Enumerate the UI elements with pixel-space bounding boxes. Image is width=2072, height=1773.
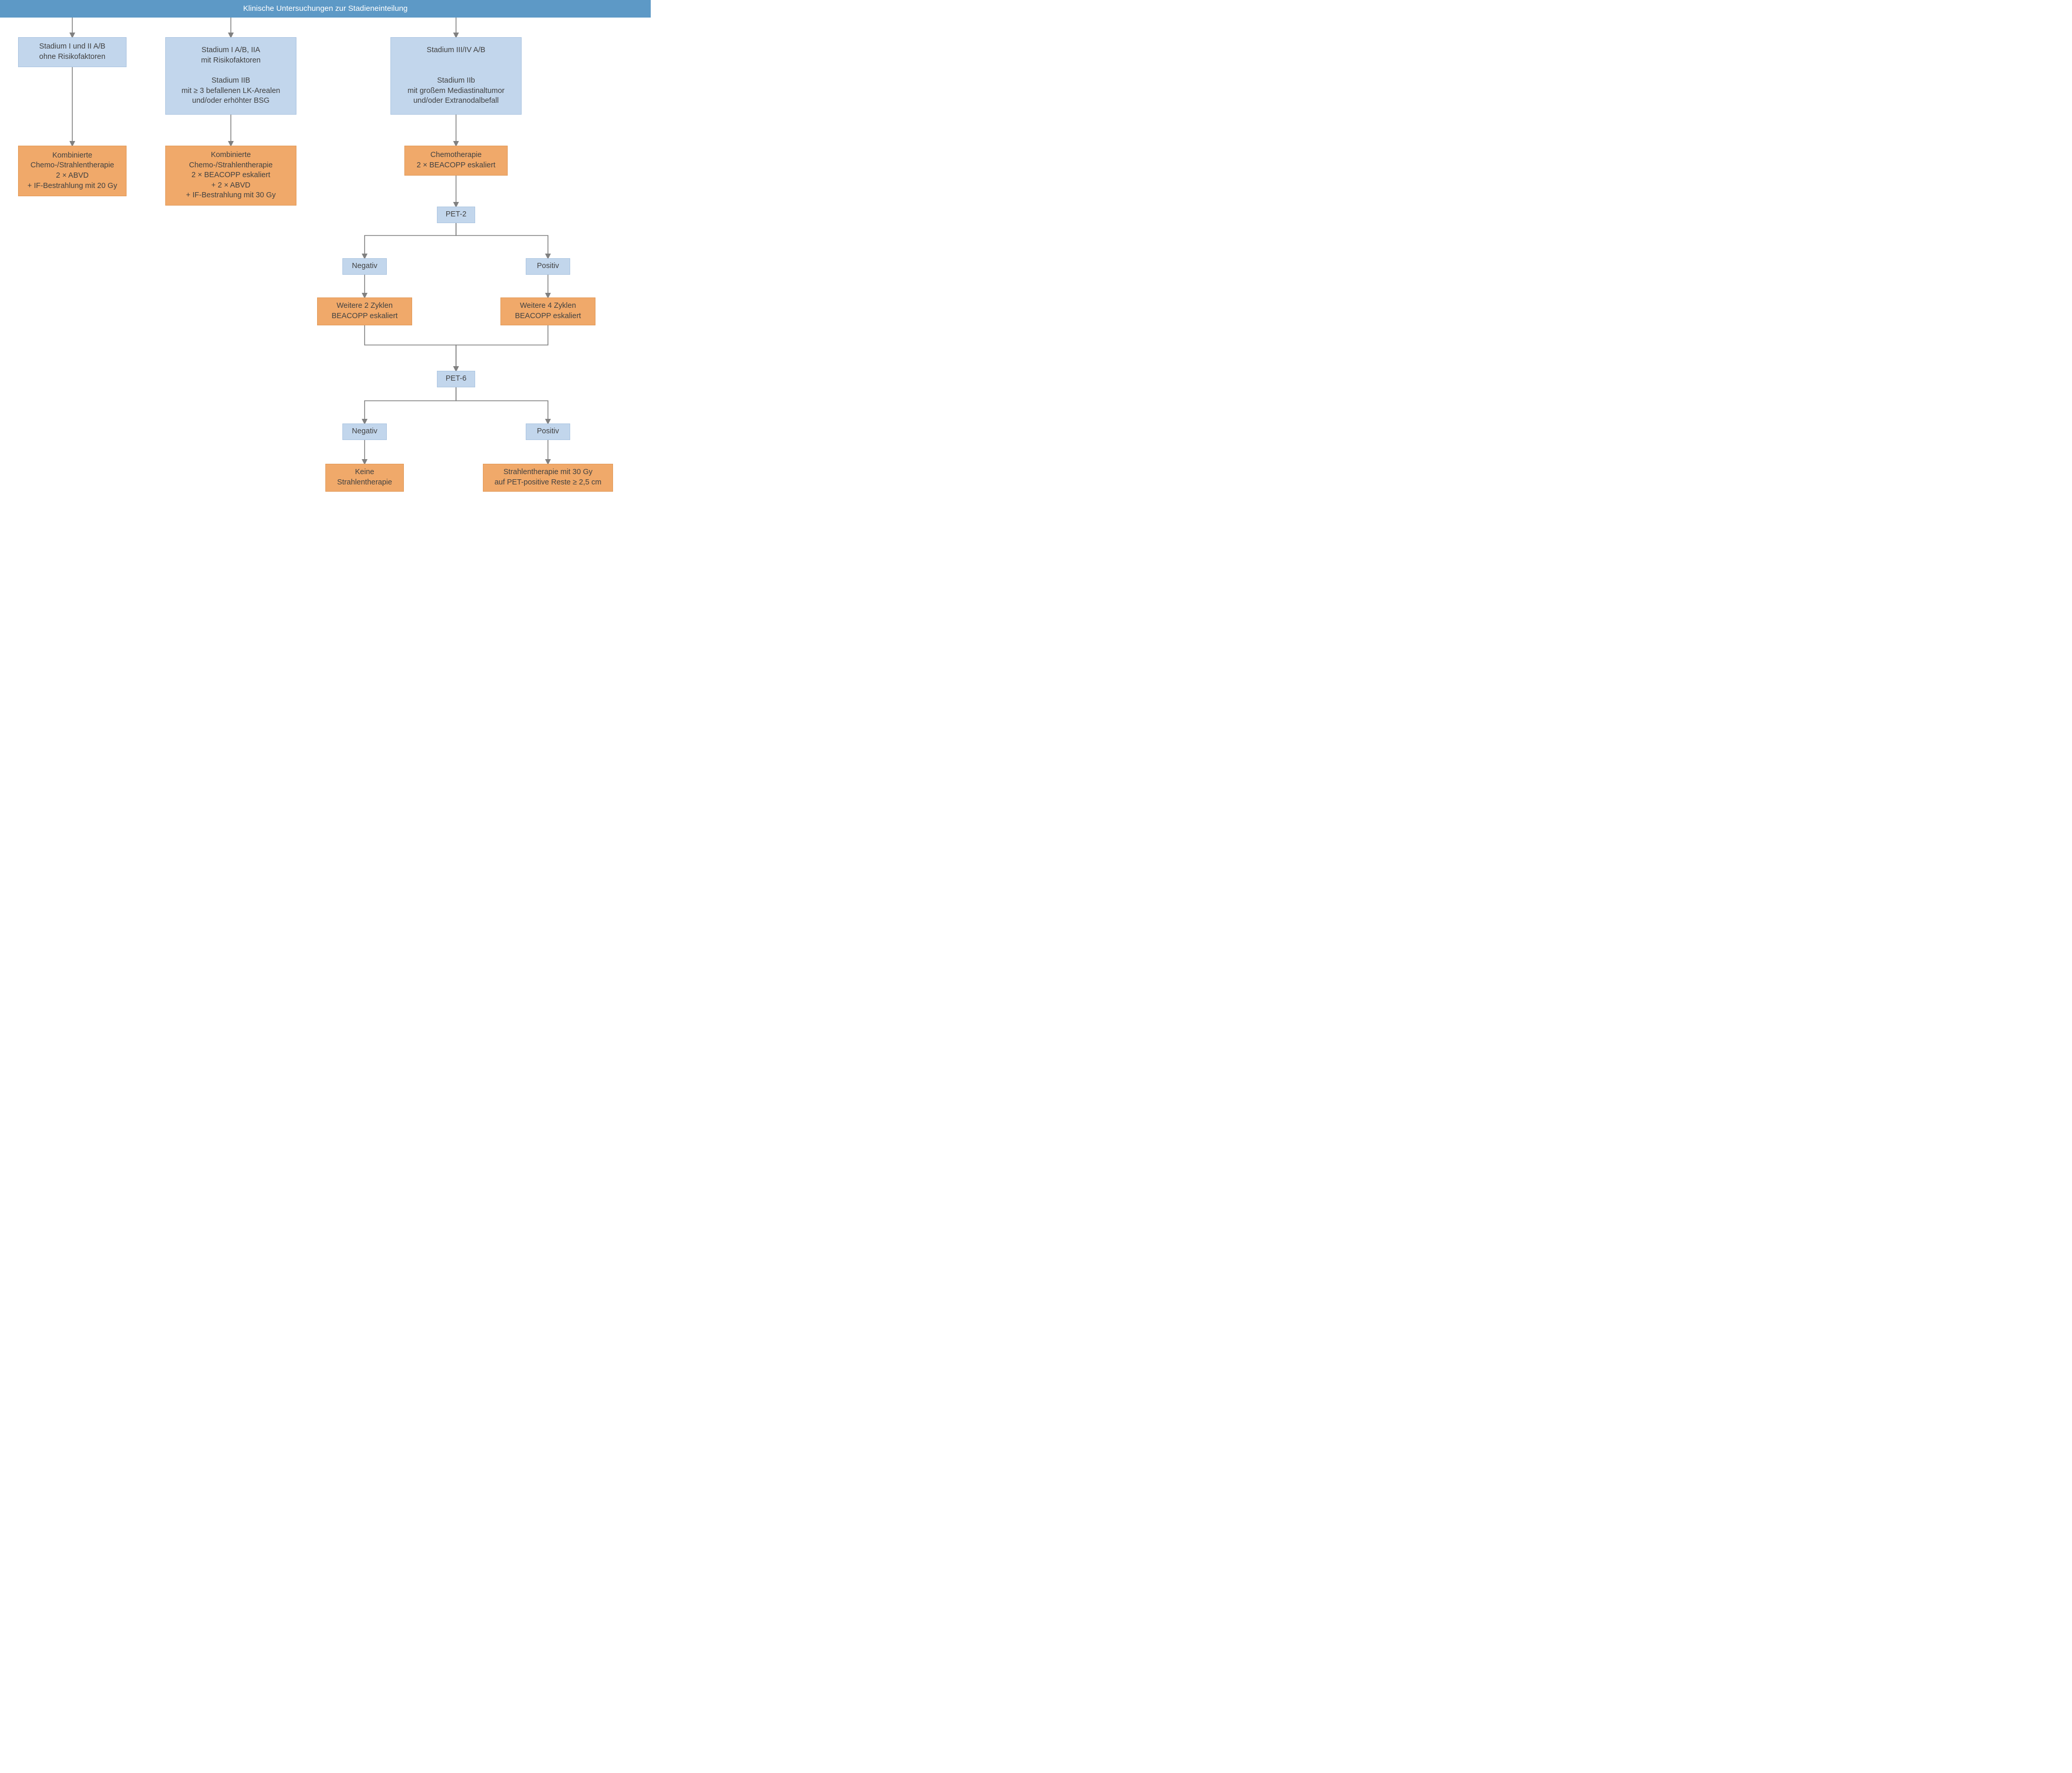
node-tx1: KombinierteChemo-/Strahlentherapie2 × AB… xyxy=(18,146,127,196)
node-pet6-line: PET-6 xyxy=(446,374,466,384)
node-pos2tx-line: auf PET-positive Reste ≥ 2,5 cm xyxy=(494,478,601,488)
node-tx3-line: 2 × BEACOPP eskaliert xyxy=(417,161,495,171)
node-neg1: Negativ xyxy=(342,258,387,275)
node-stage3-line xyxy=(455,56,457,66)
node-pos1: Positiv xyxy=(526,258,570,275)
node-stage2: Stadium I A/B, IIAmit Risikofaktoren Sta… xyxy=(165,37,296,115)
node-pos1tx: Weitere 4 ZyklenBEACOPP eskaliert xyxy=(500,297,595,325)
node-stage2-line: Stadium I A/B, IIA xyxy=(201,45,260,56)
node-stage3-line: mit großem Mediastinaltumor xyxy=(407,86,505,97)
node-stage2-line: mit Risikofaktoren xyxy=(201,56,260,66)
node-header-line: Klinische Untersuchungen zur Stadieneint… xyxy=(243,4,408,14)
node-tx1-line: Chemo-/Strahlentherapie xyxy=(30,161,114,171)
node-neg1tx-line: Weitere 2 Zyklen xyxy=(337,301,393,311)
node-tx2-line: + IF-Bestrahlung mit 30 Gy xyxy=(186,191,276,201)
node-tx2-line: 2 × BEACOPP eskaliert xyxy=(192,170,270,181)
edge xyxy=(365,325,456,371)
edge xyxy=(456,223,548,258)
node-tx1-line: 2 × ABVD xyxy=(56,171,88,181)
node-stage3-line: und/oder Extranodalbefall xyxy=(413,96,498,106)
node-pet6: PET-6 xyxy=(437,371,475,387)
node-tx1-line: Kombinierte xyxy=(52,151,92,161)
node-pos1-line: Positiv xyxy=(537,261,559,272)
node-stage1-line: Stadium I und II A/B xyxy=(39,42,105,52)
node-tx1-line: + IF-Bestrahlung mit 20 Gy xyxy=(27,181,117,192)
node-stage3-line xyxy=(455,66,457,76)
node-pos1tx-line: Weitere 4 Zyklen xyxy=(520,301,576,311)
node-pos2-line: Positiv xyxy=(537,427,559,437)
node-stage1-line: ohne Risikofaktoren xyxy=(39,52,105,62)
node-pet2-line: PET-2 xyxy=(446,210,466,220)
edge xyxy=(456,325,548,371)
node-stage3: Stadium III/IV A/B Stadium IIbmit großem… xyxy=(390,37,522,115)
node-stage3-line: Stadium IIb xyxy=(437,76,475,86)
edge xyxy=(365,387,456,423)
node-pos2tx: Strahlentherapie mit 30 Gyauf PET-positi… xyxy=(483,464,613,492)
node-tx2-line: + 2 × ABVD xyxy=(211,181,250,191)
node-tx2: KombinierteChemo-/Strahlentherapie2 × BE… xyxy=(165,146,296,206)
node-stage2-line xyxy=(230,66,232,76)
node-stage2-line: und/oder erhöhter BSG xyxy=(192,96,270,106)
node-pos2tx-line: Strahlentherapie mit 30 Gy xyxy=(504,467,592,478)
node-tx2-line: Kombinierte xyxy=(211,150,250,161)
flowchart-canvas: Klinische Untersuchungen zur Stadieneint… xyxy=(0,0,651,558)
node-neg1tx-line: BEACOPP eskaliert xyxy=(332,311,398,322)
node-stage1: Stadium I und II A/Bohne Risikofaktoren xyxy=(18,37,127,67)
node-pos2: Positiv xyxy=(526,423,570,440)
node-tx3-line: Chemotherapie xyxy=(430,150,481,161)
node-neg2tx: KeineStrahlentherapie xyxy=(325,464,404,492)
node-pet2: PET-2 xyxy=(437,207,475,223)
edge xyxy=(456,387,548,423)
node-pos1tx-line: BEACOPP eskaliert xyxy=(515,311,581,322)
node-neg2tx-line: Keine xyxy=(355,467,374,478)
node-neg2tx-line: Strahlentherapie xyxy=(337,478,392,488)
edge xyxy=(365,223,456,258)
node-stage3-line: Stadium III/IV A/B xyxy=(427,45,485,56)
node-neg1-line: Negativ xyxy=(352,261,377,272)
node-tx2-line: Chemo-/Strahlentherapie xyxy=(189,161,273,171)
node-neg2-line: Negativ xyxy=(352,427,377,437)
node-stage2-line: Stadium IIB xyxy=(212,76,250,86)
node-stage2-line: mit ≥ 3 befallenen LK-Arealen xyxy=(182,86,280,97)
node-tx3: Chemotherapie2 × BEACOPP eskaliert xyxy=(404,146,508,176)
node-neg2: Negativ xyxy=(342,423,387,440)
node-header: Klinische Untersuchungen zur Stadieneint… xyxy=(0,0,651,18)
node-neg1tx: Weitere 2 ZyklenBEACOPP eskaliert xyxy=(317,297,412,325)
